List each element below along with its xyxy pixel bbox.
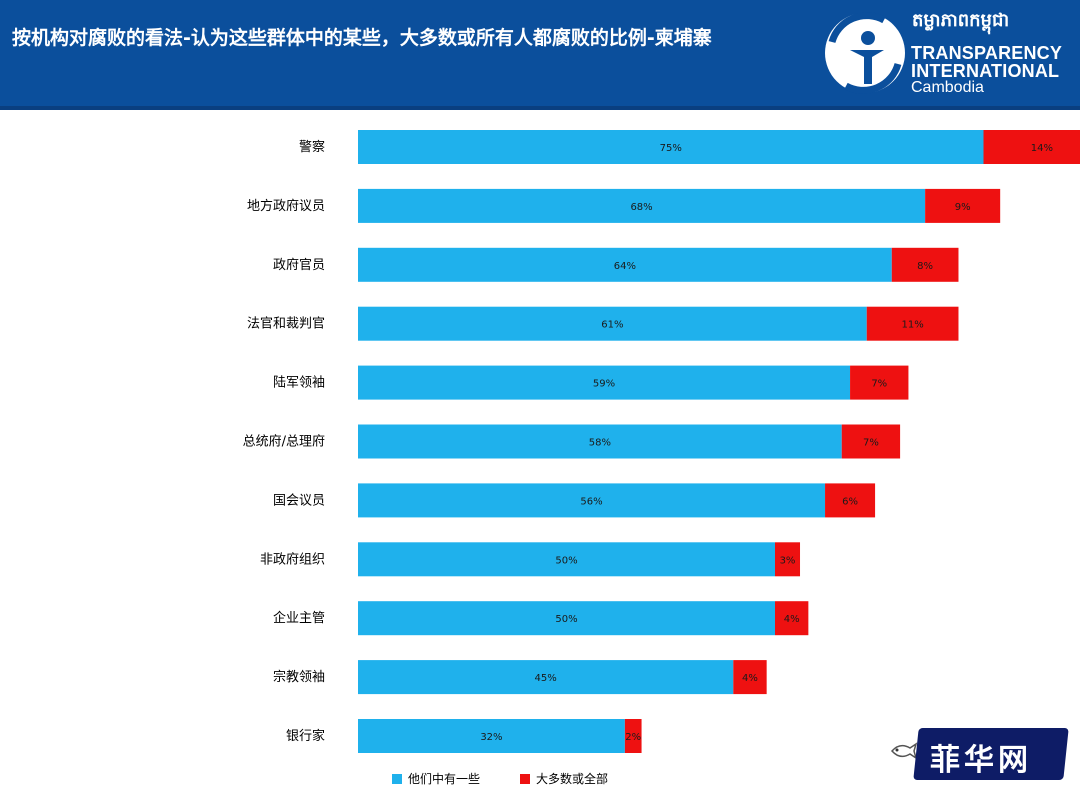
- bar-most: [775, 601, 809, 636]
- ti-emblem-icon: [825, 12, 905, 94]
- bar-most: [866, 306, 959, 341]
- bar-some: [358, 130, 984, 164]
- bar-most: [775, 542, 801, 577]
- category-label: 陆军领袖: [273, 375, 325, 391]
- legend-label: 他们中有一些: [408, 772, 481, 786]
- bar-most: [733, 660, 767, 695]
- category-label: 政府官员: [273, 257, 325, 273]
- bar-most: [850, 365, 909, 400]
- data-label: 61%: [601, 320, 623, 331]
- bar-some: [358, 542, 775, 577]
- bar-most: [983, 130, 1080, 164]
- data-label: 7%: [863, 438, 879, 449]
- data-label: 59%: [593, 379, 615, 390]
- header-banner: 按机构对腐败的看法-认为这些群体中的某些，大多数或所有人都腐败的比例-柬埔寨 ត…: [0, 0, 1080, 108]
- bar-some: [358, 483, 826, 518]
- data-label: 8%: [917, 261, 933, 272]
- category-label: 地方政府议员: [247, 198, 325, 214]
- data-label: 4%: [784, 614, 800, 625]
- data-label: 4%: [742, 673, 758, 684]
- category-label: 警察: [299, 139, 325, 155]
- category-label: 法官和裁判官: [247, 316, 325, 332]
- data-label: 14%: [1031, 143, 1053, 154]
- bar-some: [358, 601, 775, 636]
- data-label: 6%: [842, 496, 858, 507]
- bar-some: [358, 424, 842, 459]
- bar-most: [624, 719, 642, 753]
- bar-most: [891, 247, 959, 282]
- category-label: 国会议员: [273, 493, 325, 508]
- watermark-text: 菲华网: [930, 743, 1032, 778]
- bar-some: [358, 660, 734, 695]
- legend-item: 他们中有一些: [392, 770, 480, 787]
- legend-item: 大多数或全部: [520, 770, 608, 787]
- data-label: 58%: [589, 438, 611, 449]
- data-label: 11%: [901, 320, 923, 331]
- header-divider: [0, 106, 1080, 110]
- legend-swatch: [520, 773, 530, 784]
- logo-line-cambodia: Cambodia: [911, 79, 984, 96]
- bar-some: [358, 306, 867, 341]
- bar-some: [358, 247, 892, 282]
- logo-line-international: INTERNATIONAL: [911, 61, 1060, 81]
- data-label: 56%: [580, 496, 602, 507]
- data-label: 50%: [555, 555, 577, 566]
- legend-label: 大多数或全部: [536, 772, 609, 786]
- data-label: 32%: [480, 732, 502, 743]
- watermark: 菲华网: [888, 722, 1074, 788]
- data-label: 2%: [625, 732, 641, 743]
- data-label: 45%: [535, 673, 557, 684]
- logo-line-transparency: TRANSPARENCY: [911, 43, 1063, 63]
- data-label: 9%: [955, 202, 971, 213]
- data-label: 75%: [660, 143, 682, 154]
- category-label: 非政府组织: [260, 552, 325, 567]
- transparency-international-logo: តម្លាភាពកម្ពុជា TRANSPARENCY INTERNATION…: [822, 6, 1074, 102]
- category-label: 企业主管: [273, 610, 325, 626]
- category-label: 银行家: [286, 728, 325, 744]
- logo-khmer-text: តម្លាភាពកម្ពុជា: [912, 10, 1010, 31]
- bar-some: [358, 188, 926, 223]
- category-label: 宗教领袖: [273, 669, 325, 685]
- legend-swatch: [392, 773, 402, 784]
- data-label: 64%: [614, 261, 636, 272]
- page-title: 按机构对腐败的看法-认为这些群体中的某些，大多数或所有人都腐败的比例-柬埔寨: [12, 27, 712, 49]
- data-label: 7%: [871, 379, 887, 390]
- data-label: 68%: [630, 202, 652, 213]
- bar-some: [358, 719, 625, 753]
- category-label: 总统府/总理府: [243, 435, 325, 450]
- fish-icon: [890, 742, 918, 760]
- bar-most: [925, 188, 1001, 223]
- bar-most: [825, 483, 876, 518]
- data-label: 50%: [555, 614, 577, 625]
- bar-some: [358, 365, 851, 400]
- bar-most: [841, 424, 901, 459]
- stacked-bar-chart: 警察 75% 14% 地方政府议员 68% 9% 政府官员 64% 8% 法官和裁判官 61% 11%…: [243, 130, 1080, 753]
- data-label: 3%: [780, 555, 796, 566]
